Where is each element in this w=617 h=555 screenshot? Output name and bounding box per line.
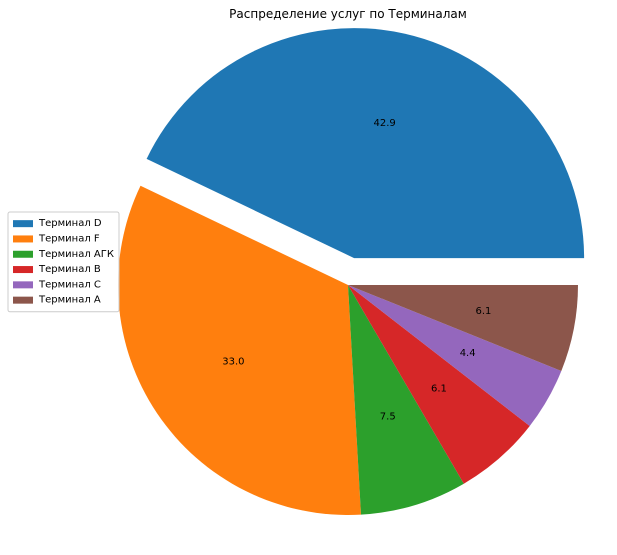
legend-swatch-терминал-f [13, 235, 33, 243]
legend-label-терминал-f: Терминал F [38, 233, 100, 244]
pie-slice-терминал-d [146, 28, 585, 259]
pie-slice-терминал-c [348, 285, 562, 426]
pie-slice-терминал-f [117, 185, 361, 516]
pie-slice-терминал-a [348, 285, 578, 372]
legend-label-терминал-c: Терминал C [38, 279, 101, 290]
pie-percent-label: 33.0 [222, 356, 244, 367]
pie-percent-labels: 42.9 33.0 7.5 6.1 4.4 6.1 [222, 118, 491, 423]
pie-percent-label: 7.5 [380, 412, 396, 423]
pie-percent-label: 4.4 [460, 348, 476, 359]
legend-swatch-терминал-агк [13, 250, 33, 258]
chart-title: Распределение услуг по Терминалам [229, 7, 467, 21]
legend-swatch-терминал-a [13, 296, 33, 304]
pie-slice-терминал-агк [348, 285, 464, 515]
pie-percent-label: 6.1 [431, 383, 447, 394]
pie-percent-label: 42.9 [373, 118, 395, 129]
legend-swatch-терминал-b [13, 266, 33, 274]
legend: Терминал D Терминал F Терминал АГК Терминал… [7, 211, 120, 313]
pie-slices [117, 28, 585, 516]
legend-label-терминал-b: Терминал B [38, 264, 101, 275]
pie-percent-label: 6.1 [476, 306, 492, 317]
legend-label-терминал-a: Терминал A [38, 295, 101, 306]
legend-swatch-терминал-c [13, 281, 33, 289]
legend-label-терминал-агк: Терминал АГК [38, 249, 114, 260]
legend-label-терминал-d: Терминал D [38, 218, 102, 229]
legend-frame [7, 211, 120, 313]
pie-slice-терминал-b [348, 285, 530, 484]
legend-swatch-терминал-d [13, 220, 33, 228]
